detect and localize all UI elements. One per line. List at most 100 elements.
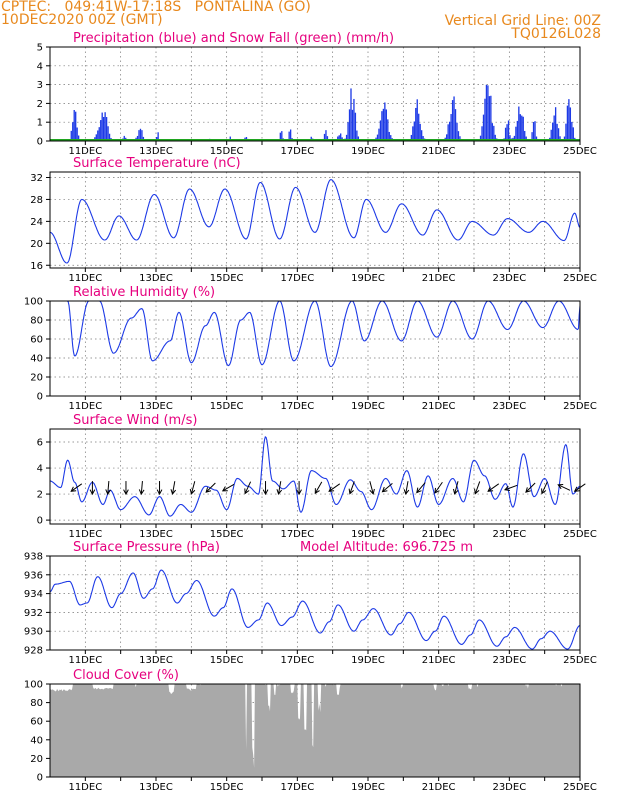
header-grid-line: Vertical Grid Line: 00Z	[444, 13, 601, 29]
precip-bar	[337, 136, 339, 141]
precip-bar	[142, 136, 145, 141]
precip-bar	[347, 122, 349, 141]
panel-frame	[49, 428, 581, 525]
y-tick-label: 20	[30, 373, 43, 384]
precip-bar	[105, 117, 108, 141]
precip-bar	[457, 131, 460, 141]
x-tick-label: 25DEC	[563, 146, 597, 157]
x-tick-label: 17DEC	[280, 146, 314, 157]
precip-bar	[381, 111, 383, 141]
precip-bar	[281, 131, 283, 141]
wind-arrow	[557, 483, 571, 491]
precip-bar	[279, 132, 281, 141]
x-tick-label: 21DEC	[422, 655, 456, 666]
wind-arrow	[452, 481, 459, 495]
x-tick-label: 19DEC	[351, 273, 385, 284]
precip-bar	[76, 127, 78, 141]
x-tick-label: 23DEC	[492, 273, 526, 284]
precip-bar	[75, 111, 77, 141]
precip-bar	[72, 122, 74, 141]
y-tick-label: 1	[37, 118, 43, 129]
precip-bar	[340, 133, 342, 141]
panel-title: Precipitation (blue) and Snow Fall (gree…	[73, 31, 394, 46]
y-tick-label: 16	[30, 261, 43, 272]
precip-bar	[412, 126, 414, 141]
wind-arrows	[70, 481, 586, 496]
precip-bar	[419, 123, 421, 141]
x-tick-label: 21DEC	[422, 273, 456, 284]
y-tick-label: 60	[30, 335, 43, 346]
x-tick-label: 15DEC	[210, 529, 244, 540]
precip-bar	[100, 120, 102, 141]
precip-bar	[376, 134, 379, 141]
wind-arrow	[487, 483, 500, 492]
precip-bar	[410, 134, 413, 141]
y-tick-label: 936	[24, 570, 43, 581]
x-tick-label: 19DEC	[351, 782, 385, 793]
y-tick-label: 4	[37, 464, 43, 475]
x-tick-label: 21DEC	[422, 529, 456, 540]
y-tick-label: 80	[30, 698, 43, 709]
y-tick-label: 938	[24, 552, 43, 563]
precip-bar	[479, 135, 482, 141]
y-tick-label: 40	[30, 354, 43, 365]
y-tick-label: 2	[37, 99, 43, 110]
y-tick-label: 100	[24, 297, 43, 308]
x-tick-label: 17DEC	[280, 655, 314, 666]
wind-arrow	[416, 482, 426, 494]
precip-bar	[525, 136, 527, 141]
precip-bar	[521, 115, 523, 141]
x-tick-label: 11DEC	[68, 401, 102, 412]
x-tick-label: 11DEC	[68, 782, 102, 793]
wind-arrow	[369, 481, 375, 495]
wind-arrow	[276, 481, 283, 495]
wind-arrow	[123, 481, 129, 496]
x-tick-label: 17DEC	[280, 529, 314, 540]
precip-bar	[422, 136, 424, 141]
header-run-date: 10DEC2020 00Z (GMT)	[1, 12, 163, 28]
precip-bar	[451, 100, 454, 141]
precip-bar	[418, 113, 420, 141]
panel-frame	[49, 300, 581, 397]
precip-bar	[509, 135, 511, 141]
x-tick-label: 19DEC	[351, 529, 385, 540]
panel-frame	[49, 171, 581, 269]
precip-bar	[421, 130, 423, 141]
precip-bar	[70, 130, 72, 141]
precip-bar	[565, 123, 567, 141]
x-tick-label: 13DEC	[139, 146, 173, 157]
x-tick-label: 13DEC	[139, 529, 173, 540]
precip-bar	[384, 102, 386, 141]
y-tick-label: 32	[30, 173, 43, 184]
panel-frame	[49, 683, 581, 778]
precip-bar	[518, 106, 520, 141]
wind-arrow	[221, 483, 235, 492]
wind-arrow	[70, 483, 83, 492]
precip-bar	[388, 131, 390, 141]
precip-bar	[447, 124, 449, 141]
precip-bar	[229, 136, 231, 141]
precip-bar	[552, 122, 554, 141]
panel-title: Surface Wind (m/s)	[73, 413, 197, 428]
precip-bar	[535, 136, 538, 141]
precip-bar	[456, 122, 458, 141]
y-tick-label: 24	[30, 217, 43, 228]
x-tick-label: 25DEC	[563, 782, 597, 793]
y-tick-label: 6	[37, 438, 43, 449]
panel-1: 0 1 2 3 4 5 11DEC 13DEC 15DEC 17DEC 19DEC 21DEC 23DE…	[37, 31, 597, 157]
wind-arrow	[348, 481, 355, 495]
precip-bar	[504, 127, 507, 141]
x-tick-label: 13DEC	[139, 782, 173, 793]
precip-bar	[103, 116, 105, 141]
header-model-code: TQ0126L028	[511, 26, 601, 42]
wind-arrow	[296, 481, 302, 496]
y-tick-label: 0	[37, 392, 43, 403]
precip-bar	[568, 99, 570, 141]
precip-bar	[141, 130, 143, 141]
precip-bar	[515, 126, 517, 141]
x-tick-label: 13DEC	[139, 273, 173, 284]
wind-arrow	[105, 481, 111, 496]
precip-bar	[484, 98, 486, 141]
wind-arrow	[434, 481, 443, 494]
